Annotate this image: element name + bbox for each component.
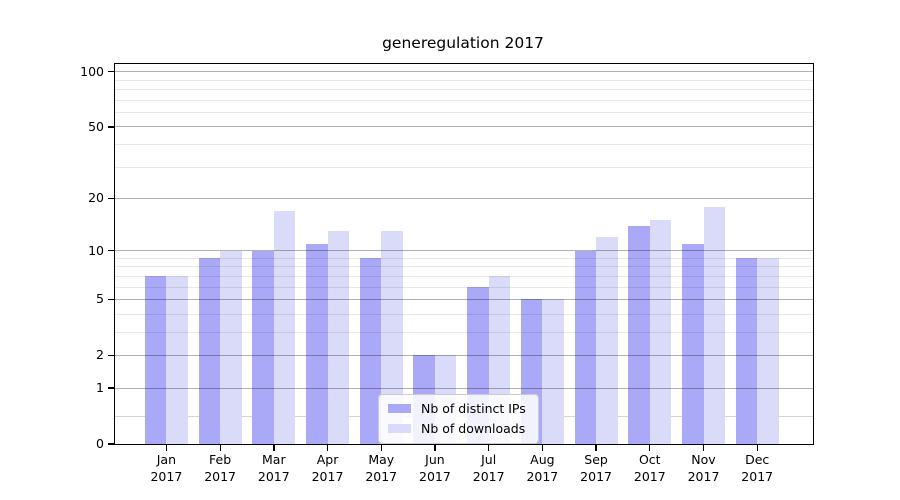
bar-distinct-ips (144, 276, 167, 444)
x-tick-mark (702, 445, 705, 451)
bar-distinct-ips (574, 250, 597, 444)
y-tick-label: 20 (88, 190, 104, 206)
bar-downloads (542, 299, 564, 444)
gridline (115, 144, 813, 145)
gridline (115, 89, 813, 91)
y-tick-mark (108, 443, 114, 445)
x-tick-mark (488, 445, 490, 451)
bar-downloads (327, 231, 350, 444)
legend-label-distinct-ips: Nb of distinct IPs (421, 401, 526, 416)
plot-area: Nb of distinct IPs Nb of downloads (114, 63, 814, 445)
bar-downloads (220, 250, 242, 444)
gridline (115, 387, 813, 389)
gridlines-over (115, 64, 813, 444)
gridline (115, 331, 813, 333)
y-tick-mark (108, 126, 114, 128)
legend-swatch-downloads (388, 424, 411, 433)
x-tick-label: Apr 2017 (311, 452, 344, 484)
x-tick-label: Feb 2017 (204, 452, 237, 484)
legend-entry-distinct-ips: Nb of distinct IPs (388, 401, 526, 416)
x-tick-label: Mar 2017 (257, 452, 290, 484)
y-tick-label: 5 (96, 291, 104, 307)
gridline (115, 286, 813, 288)
x-tick-mark (541, 445, 544, 451)
x-tick-mark (434, 445, 436, 451)
bar-downloads (649, 220, 672, 444)
x-tick-label: Jun 2017 (419, 452, 451, 484)
x-tick-label: Jan 2017 (150, 452, 183, 484)
chart-title: generegulation 2017 (382, 34, 544, 52)
x-tick-mark (756, 445, 758, 451)
gridline (115, 197, 813, 199)
gridline (115, 250, 813, 252)
gridline (115, 313, 813, 315)
x-tick-mark (273, 445, 275, 451)
bar-distinct-ips (359, 258, 382, 444)
y-tick-label: 10 (88, 242, 104, 258)
bar-downloads (703, 206, 725, 444)
x-tick-mark (380, 445, 382, 451)
y-tick-mark (108, 387, 114, 389)
bar-distinct-ips (252, 250, 274, 444)
gridline (115, 79, 813, 81)
gridline (115, 71, 813, 73)
legend-swatch-distinct-ips (388, 404, 411, 413)
bar-distinct-ips (306, 243, 328, 444)
gridline (115, 126, 813, 128)
bar-distinct-ips (198, 258, 221, 444)
legend-entry-downloads: Nb of downloads (388, 421, 526, 436)
y-tick-mark (108, 298, 114, 301)
y-tick-mark (108, 197, 114, 200)
bar-downloads (166, 276, 188, 444)
x-tick-mark (165, 445, 168, 451)
x-tick-label: Nov 2017 (687, 452, 720, 484)
bar-downloads (596, 237, 618, 444)
y-tick-mark (108, 71, 114, 73)
x-tick-label: Oct 2017 (633, 452, 666, 484)
y-tick-mark (108, 354, 114, 357)
gridline (115, 275, 813, 277)
gridline (115, 166, 813, 168)
y-tick-label: 50 (88, 118, 104, 134)
bar-downloads (273, 210, 296, 444)
gridline (115, 111, 813, 113)
bar-distinct-ips (735, 258, 758, 444)
x-tick-label: Aug 2017 (526, 452, 559, 484)
x-tick-mark (326, 445, 329, 451)
bar-distinct-ips (628, 225, 650, 444)
y-tick-label: 0 (96, 436, 104, 451)
gridline (115, 298, 813, 300)
bar-downloads (757, 258, 779, 444)
bars-layer (115, 64, 813, 444)
y-tick-label: 2 (96, 347, 104, 363)
x-tick-mark (595, 445, 597, 451)
bar-distinct-ips (682, 243, 704, 444)
y-tick-mark (108, 250, 114, 252)
x-tick-mark (219, 445, 221, 451)
gridline (115, 99, 813, 101)
y-tick-label: 100 (80, 63, 104, 79)
legend: Nb of distinct IPs Nb of downloads (378, 394, 539, 444)
legend-label-downloads: Nb of downloads (421, 421, 526, 436)
gridline (115, 354, 813, 356)
gridline (115, 266, 813, 268)
x-tick-label: Dec 2017 (741, 452, 774, 484)
x-tick-label: Jul 2017 (472, 452, 505, 484)
gridline (115, 257, 813, 259)
x-tick-label: May 2017 (365, 452, 398, 484)
x-tick-mark (649, 445, 651, 451)
bar-downloads (381, 231, 403, 444)
y-tick-label: 1 (96, 380, 104, 396)
x-tick-label: Sep 2017 (580, 452, 612, 484)
